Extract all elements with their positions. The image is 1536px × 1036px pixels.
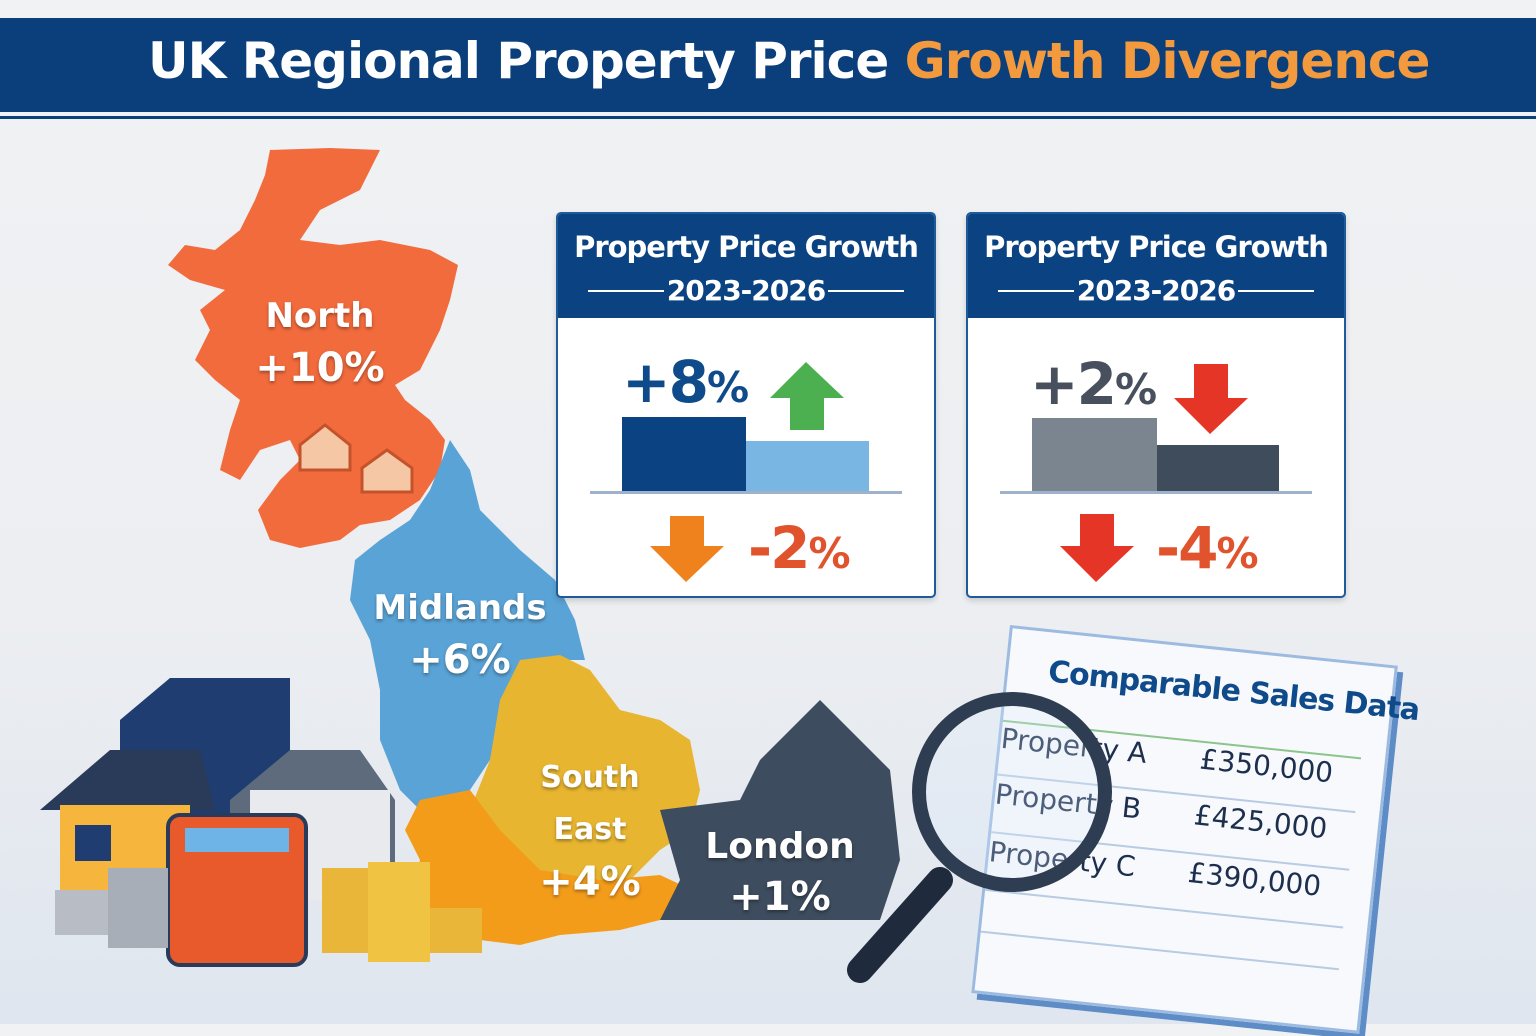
calculator-icon (166, 813, 308, 967)
bar-after (746, 441, 869, 492)
title-banner (0, 18, 1536, 112)
region-label-midlands: Midlands +6% (373, 588, 547, 683)
region-midlands (350, 440, 585, 810)
region-south-west (405, 790, 692, 945)
bar-before (1032, 418, 1157, 492)
card-title: Property Price Growth (574, 230, 919, 264)
page-title: UK Regional Property Price Growth Diverg… (148, 32, 1431, 90)
region-label-south-east: South East +4% (539, 760, 641, 905)
up-value: +2% (1030, 350, 1157, 418)
growth-card-2: Property Price Growth 2023-2026 +2% -4% (966, 212, 1346, 598)
down-value: -2% (748, 514, 851, 582)
house-icon (298, 423, 414, 494)
title-main: UK Regional Property Price (148, 32, 889, 90)
card-period: 2023-2026 (666, 274, 826, 307)
london-marker (660, 700, 900, 920)
arrow-down-red-icon (1060, 514, 1134, 582)
region-south-east (470, 655, 700, 880)
magnifying-glass-icon (847, 867, 953, 983)
arrow-up-green-icon (770, 362, 844, 430)
title-highlight: Growth Divergence (904, 32, 1431, 90)
divider (0, 116, 1536, 119)
card-period: 2023-2026 (1076, 274, 1236, 307)
region-north (168, 148, 458, 548)
baseline (590, 491, 902, 494)
magnifier-lens (912, 692, 1112, 892)
down-value: -4% (1156, 514, 1259, 582)
arrow-down-orange-icon (650, 516, 724, 582)
region-label-north: North +10% (255, 296, 385, 391)
document-title: Comparable Sales Data (1046, 654, 1421, 729)
card-title: Property Price Growth (984, 230, 1329, 264)
coins-icon (55, 862, 482, 962)
bar-after (1157, 445, 1279, 492)
up-value: +8% (622, 348, 749, 416)
region-label-london: London +1% (705, 826, 855, 920)
arrow-down-red-icon (1174, 364, 1248, 434)
bar-before (622, 417, 746, 492)
growth-card-1: Property Price Growth 2023-2026 +8% -2% (556, 212, 936, 598)
baseline (1000, 491, 1312, 494)
